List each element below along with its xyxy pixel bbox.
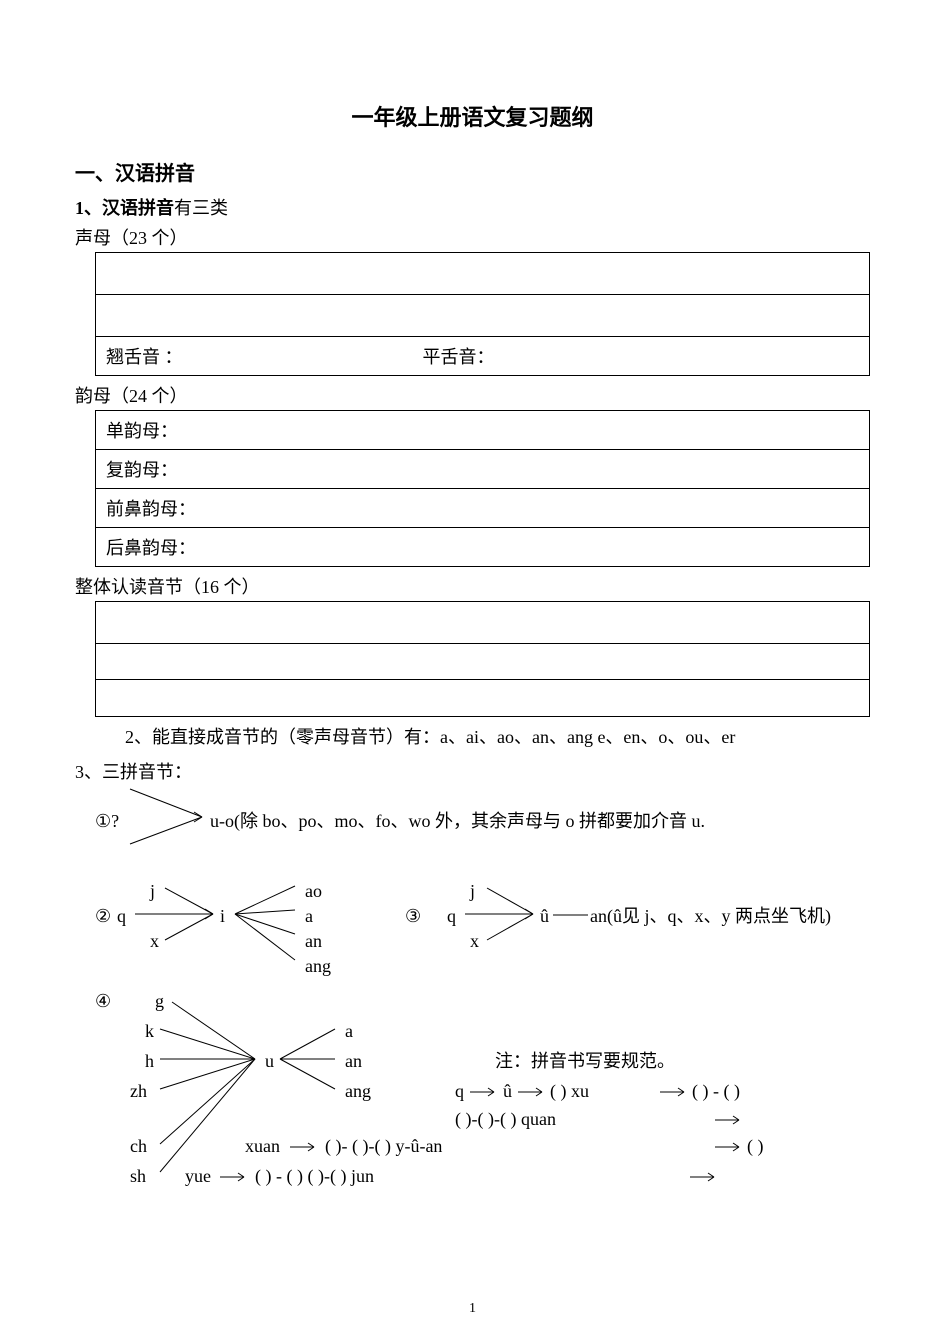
- d4-mid: u: [265, 1049, 274, 1074]
- subsection-1-rest: 有三类: [174, 198, 228, 218]
- d4-left-3: zh: [130, 1079, 147, 1104]
- shengmu-row3-left: 翘舌音 ：: [106, 343, 183, 369]
- shengmu-table: 翘舌音 ： 平舌音：: [95, 252, 870, 376]
- arrow-icon-5: [290, 1143, 318, 1151]
- item-3: 3、三拼音节：: [75, 758, 870, 784]
- shengmu-row3-right: 平舌音：: [423, 343, 495, 369]
- note-3: ( )-( )-( ) quan: [455, 1107, 556, 1132]
- d4-left-2: h: [145, 1049, 154, 1074]
- shengmu-caption: 声母（23 个）: [75, 224, 870, 250]
- shengmu-row-1: [96, 253, 869, 295]
- d2-left-fan-icon: [135, 884, 215, 944]
- d2-right-0: ao: [305, 879, 322, 904]
- d2-right-3: ang: [305, 954, 331, 979]
- d2-right-fan-icon: [235, 882, 300, 962]
- yunmu-row-4: 后鼻韵母：: [96, 528, 869, 566]
- note-2b: û: [503, 1079, 512, 1104]
- arrow-icon-6: [715, 1143, 743, 1151]
- yunmu-row-2: 复韵母：: [96, 450, 869, 489]
- zhengti-row-3: [96, 680, 869, 716]
- subsection-1: 1、汉语拼音有三类: [75, 194, 870, 220]
- shengmu-row-3: 翘舌音 ： 平舌音：: [96, 337, 869, 375]
- document-title: 一年级上册语文复习题纲: [75, 100, 870, 132]
- shengmu-row-2: [96, 295, 869, 337]
- yunmu-table: 单韵母： 复韵母： 前鼻韵母： 后鼻韵母：: [95, 410, 870, 567]
- subsection-1-bold: 1、汉语拼音: [75, 198, 174, 218]
- d3-line-icon: [553, 914, 588, 916]
- note-2d: ( ) - ( ): [692, 1079, 740, 1104]
- d3-left-1: q: [447, 904, 456, 929]
- d3-text: an(û见 j、q、x、y 两点坐飞机): [590, 904, 831, 929]
- d3-mid: û: [540, 904, 549, 929]
- arrow-icon-3: [660, 1088, 688, 1096]
- arrow-icon-7: [220, 1173, 248, 1181]
- d2-mid: i: [220, 904, 225, 929]
- note-5a: yue: [185, 1164, 211, 1189]
- section-1-heading: 一、汉语拼音: [75, 157, 870, 186]
- note-4c: ( ): [747, 1134, 764, 1159]
- note-4a: xuan: [245, 1134, 280, 1159]
- d4-left-1: k: [145, 1019, 154, 1044]
- diagram-area: ①? u-o(除 bo、po、mo、fo、wo 外，其余声母与 o 拼都要加介音…: [75, 794, 870, 1214]
- d1-arrow-icon: [130, 789, 205, 844]
- note-2a: q: [455, 1079, 464, 1104]
- yunmu-row-3: 前鼻韵母：: [96, 489, 869, 528]
- arrow-icon-2: [518, 1088, 546, 1096]
- yunmu-caption: 韵母（24 个）: [75, 382, 870, 408]
- zhengti-row-2: [96, 644, 869, 680]
- d4-label: ④: [95, 989, 111, 1014]
- d2-label: ②: [95, 904, 111, 929]
- note-4b: ( )- ( )-( ) y-û-an: [325, 1134, 442, 1159]
- page-number: 1: [469, 1301, 476, 1317]
- d1-text: u-o(除 bo、po、mo、fo、wo 外，其余声母与 o 拼都要加介音 u.: [210, 809, 705, 834]
- d4-right-2: ang: [345, 1079, 371, 1104]
- d2-right-1: a: [305, 904, 313, 929]
- d3-fan-icon: [465, 884, 535, 944]
- d3-label: ③: [405, 904, 421, 929]
- paragraph-2: 2、能直接成音节的（零声母音节）有：a、ai、ao、an、ang e、en、o、…: [125, 723, 870, 752]
- yunmu-row-1: 单韵母：: [96, 411, 869, 450]
- d2-left-1: q: [117, 904, 126, 929]
- d4-right-1: an: [345, 1049, 362, 1074]
- note-5b: ( ) - ( ) ( )-( ) jun: [255, 1164, 374, 1189]
- note-1: 注：拼音书写要规范。: [495, 1049, 675, 1074]
- note-2c: ( ) xu: [550, 1079, 589, 1104]
- d2-right-2: an: [305, 929, 322, 954]
- zhengti-row-1: [96, 602, 869, 644]
- arrow-icon-8: [690, 1173, 718, 1181]
- arrow-icon-1: [470, 1088, 498, 1096]
- d4-right-fan-icon: [280, 1024, 340, 1094]
- d4-left-4: ch: [130, 1134, 147, 1159]
- zhengti-caption: 整体认读音节（16 个）: [75, 573, 870, 599]
- d4-right-0: a: [345, 1019, 353, 1044]
- d1-label: ①?: [95, 809, 119, 834]
- d4-left-5: sh: [130, 1164, 146, 1189]
- zhengti-table: [95, 601, 870, 717]
- arrow-icon-4: [715, 1116, 743, 1124]
